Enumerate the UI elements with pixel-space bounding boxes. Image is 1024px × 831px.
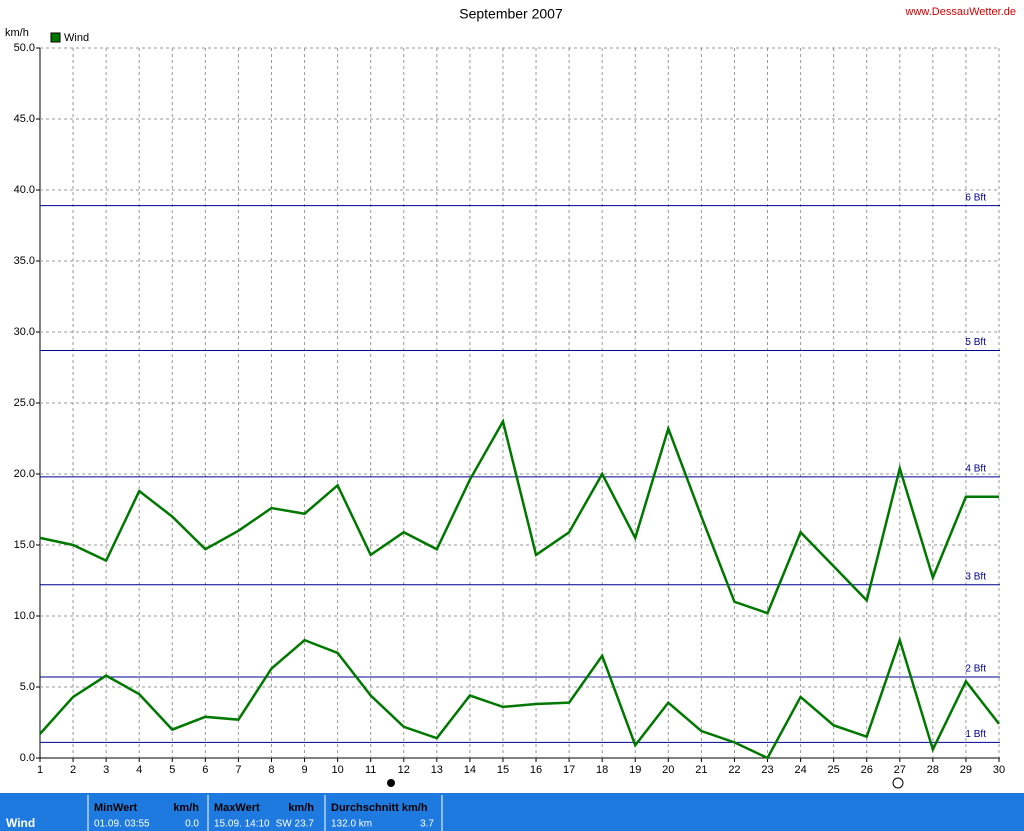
x-tick-label: 12 <box>398 764 410 776</box>
y-tick-label: 25.0 <box>14 397 35 409</box>
y-tick-label: 5.0 <box>20 681 35 693</box>
source: www.DessauWetter.de <box>905 6 1016 18</box>
full-moon-icon <box>892 777 904 789</box>
y-tick-label: 45.0 <box>14 113 35 125</box>
x-tick-label: 20 <box>662 764 674 776</box>
beaufort-label: 3 Bft <box>965 571 986 582</box>
beaufort-label: 5 Bft <box>965 337 986 348</box>
x-tick-label: 7 <box>235 764 241 776</box>
new-moon-icon <box>387 779 395 787</box>
x-tick-label: 23 <box>761 764 773 776</box>
x-tick-label: 9 <box>301 764 307 776</box>
x-tick-label: 10 <box>331 764 343 776</box>
y-axis-label: km/h <box>5 27 29 39</box>
wind-line <box>39 636 1000 760</box>
x-tick-label: 6 <box>202 764 208 776</box>
y-tick-label: 10.0 <box>14 610 35 622</box>
x-tick-label: 15 <box>497 764 509 776</box>
y-tick-label: 0.0 <box>20 752 35 764</box>
y-tick-label: 35.0 <box>14 255 35 267</box>
x-tick-label: 26 <box>861 764 873 776</box>
y-tick-label: 50.0 <box>14 42 35 54</box>
stats-right: 3.7 <box>420 819 434 830</box>
x-tick-label: 8 <box>268 764 274 776</box>
stats-header: MaxWert <box>214 802 260 814</box>
x-tick-label: 29 <box>960 764 972 776</box>
beaufort-label: 4 Bft <box>965 463 986 474</box>
wind-line <box>39 418 999 615</box>
x-tick-label: 22 <box>728 764 740 776</box>
stats-left: 01.09. 03:55 <box>94 819 150 830</box>
x-tick-label: 13 <box>431 764 443 776</box>
stats-header: MinWert <box>94 802 138 814</box>
x-tick-label: 28 <box>927 764 939 776</box>
stats-unit: km/h <box>173 802 199 814</box>
stats-right: 0.0 <box>185 819 199 830</box>
beaufort-label: 1 Bft <box>965 729 986 740</box>
y-tick-label: 20.0 <box>14 468 35 480</box>
y-tick-label: 15.0 <box>14 539 35 551</box>
chart-title: September 2007 <box>459 6 563 22</box>
y-tick-label: 30.0 <box>14 326 35 338</box>
stats-right: SW 23.7 <box>276 819 315 830</box>
x-tick-label: 14 <box>464 764 476 776</box>
stats-header: Durchschnitt km/h <box>331 802 428 814</box>
legend-swatch <box>50 32 61 43</box>
stats-left: 132.0 km <box>331 819 372 830</box>
x-tick-label: 27 <box>894 764 906 776</box>
x-tick-label: 30 <box>993 764 1005 776</box>
x-tick-label: 18 <box>596 764 608 776</box>
stats-row-label: Wind <box>6 816 35 830</box>
x-tick-label: 3 <box>103 764 109 776</box>
x-tick-label: 17 <box>563 764 575 776</box>
x-tick-label: 4 <box>136 764 142 776</box>
beaufort-label: 6 Bft <box>965 192 986 203</box>
x-tick-label: 1 <box>37 764 43 776</box>
legend-label: Wind <box>64 32 89 44</box>
stats-unit: km/h <box>288 802 314 814</box>
y-tick-label: 40.0 <box>14 184 35 196</box>
stats-left: 15.09. 14:10 <box>214 819 270 830</box>
x-tick-label: 2 <box>70 764 76 776</box>
x-tick-label: 11 <box>365 764 376 776</box>
x-tick-label: 5 <box>169 764 175 776</box>
stats-bar <box>0 793 1024 831</box>
x-tick-label: 25 <box>828 764 840 776</box>
x-tick-label: 16 <box>530 764 542 776</box>
beaufort-label: 2 Bft <box>965 664 986 675</box>
x-tick-label: 21 <box>695 764 707 776</box>
x-tick-label: 24 <box>794 764 806 776</box>
grid <box>40 47 1000 758</box>
x-tick-label: 19 <box>629 764 641 776</box>
